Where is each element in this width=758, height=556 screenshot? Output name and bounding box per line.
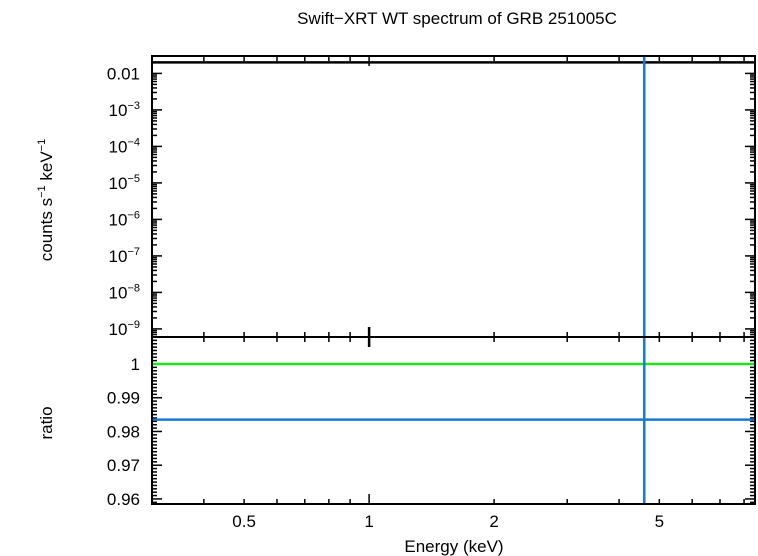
y-tick-label-exponent: −9 [127,319,140,331]
y-label-text: counts s [37,198,56,261]
y-tick-label: 10−9 [109,319,140,339]
y-tick-label: 0.96 [107,490,140,509]
y-axis-label-ratio: ratio [37,406,56,439]
y-tick-label: 1 [131,355,140,374]
y-tick-label: 10−3 [109,100,140,120]
x-axis-label: Energy (keV) [404,537,503,556]
y-tick-label: 10−7 [109,246,140,266]
y-tick-label-base: 1 [131,355,140,374]
y-tick-label: 0.98 [107,422,140,441]
y-tick-label-exponent: −5 [127,173,140,185]
y-tick-label-base: 0.01 [107,64,140,83]
y-tick-label-base: 10 [109,174,128,193]
y-label-text: keV [37,151,56,186]
y-tick-label: 0.01 [107,64,140,83]
y-tick-label-base: 0.99 [107,389,140,408]
y-tick-label-base: 10 [109,247,128,266]
y-tick-label-exponent: −6 [127,209,140,221]
y-tick-label: 10−8 [109,282,140,302]
ratio-panel: 1 0.99 0.98 0.97 0.96 [107,336,756,509]
y-tick-label-base: 10 [109,210,128,229]
y-tick-label-base: 0.96 [107,490,140,509]
y-tick-label-base: 10 [109,137,128,156]
y-tick-label: 10−4 [109,136,140,156]
y-axis-label-counts: counts s−1 keV−1 [36,139,56,261]
y-tick-label-exponent: −4 [127,136,140,148]
x-tick-label: 2 [489,512,498,531]
chart-title: Swift−XRT WT spectrum of GRB 251005C [297,9,617,28]
y-tick-label: 0.97 [107,456,140,475]
y-tick-label-base: 0.97 [107,456,140,475]
x-tick-label: 1 [364,512,373,531]
y-tick-label-base: 10 [109,101,128,120]
y-label-exponent: −1 [36,139,48,152]
y-tick-label-exponent: −3 [127,100,140,112]
y-tick-label-base: 10 [109,283,128,302]
y-tick-label: 0.99 [107,389,140,408]
y-tick-label: 10−5 [109,173,140,193]
y-tick-label-base: 0.98 [107,422,140,441]
y-tick-label: 10−6 [109,209,140,229]
y-tick-label-base: 10 [109,320,128,339]
y-tick-label-exponent: −8 [127,282,140,294]
x-axis-tick-labels: 0.5 1 2 5 [232,512,664,531]
y-tick-label-exponent: −7 [127,246,140,258]
plot-frame [151,55,756,338]
x-tick-label: 0.5 [232,512,256,531]
plot-frame [151,336,756,505]
y-label-exponent: −1 [36,185,48,198]
x-tick-label: 5 [655,512,664,531]
